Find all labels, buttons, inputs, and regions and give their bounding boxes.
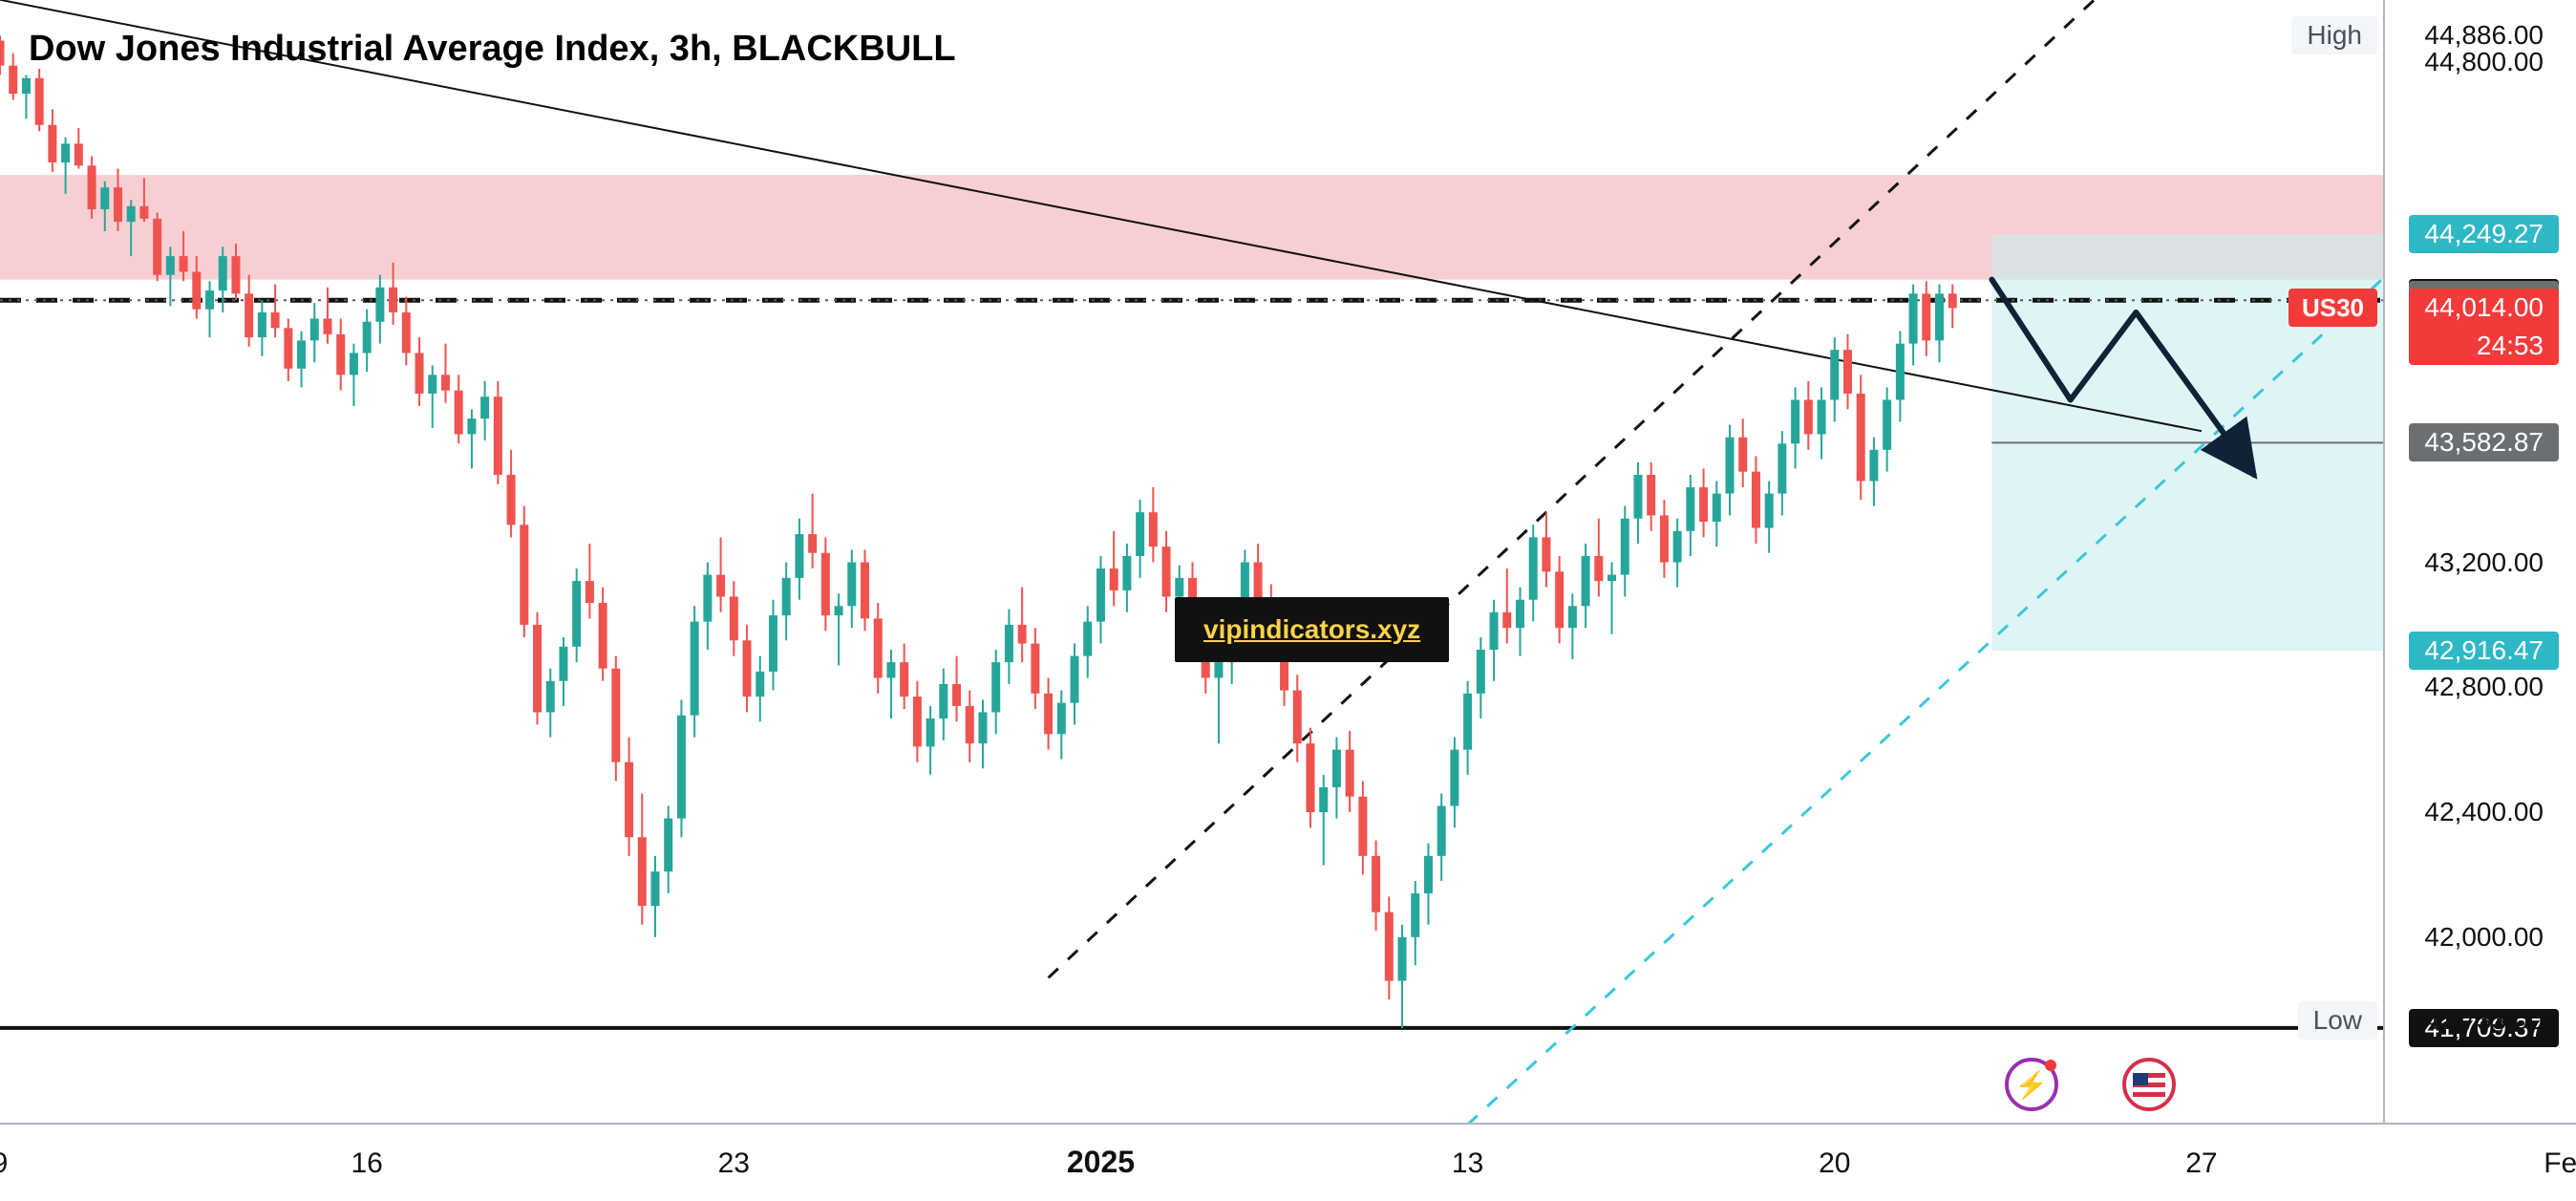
time-tick: 13 [1452,1147,1483,1180]
price-low: 41,733.00 [2409,1001,2559,1040]
low-badge: Low [2298,1001,2377,1040]
time-tick: 9 [0,1147,8,1180]
watermark-link[interactable]: vipindicators.xyz [1175,597,1449,662]
price-tick: 43,200.00 [2409,544,2559,582]
price-high: 44,886.00 [2409,16,2559,54]
chart-title: Dow Jones Industrial Average Index, 3h, … [29,29,956,70]
time-tick: 23 [718,1147,750,1180]
time-tick: 20 [1819,1147,1850,1180]
tradingview-chart[interactable]: Dow Jones Industrial Average Index, 3h, … [0,0,2576,1201]
time-tick: 27 [2185,1147,2217,1180]
symbol-flag: US30 [2289,289,2377,327]
price-tick: 44,249.27 [2409,215,2559,253]
time-tick: 16 [351,1147,382,1180]
price-tick: 42,916.47 [2409,632,2559,670]
price-tick: 42,000.00 [2409,918,2559,956]
flag-us-event-icon[interactable] [2122,1058,2176,1111]
live-price-tag: 44,014.0024:53 [2409,289,2559,365]
price-axis[interactable]: 44,800.0043,200.0042,800.0042,400.0042,0… [2385,0,2576,1201]
price-tick: 42,800.00 [2409,668,2559,706]
time-tick: Feb [2544,1147,2576,1180]
high-badge: High [2291,16,2377,54]
price-tick: 42,400.00 [2409,793,2559,831]
time-axis[interactable]: 9 16 23 2025 13 20 27 Feb [0,1125,2576,1201]
price-tick: 43,582.87 [2409,423,2559,461]
lightning-event-icon[interactable]: ⚡ [2005,1058,2058,1111]
time-tick: 2025 [1067,1145,1135,1180]
